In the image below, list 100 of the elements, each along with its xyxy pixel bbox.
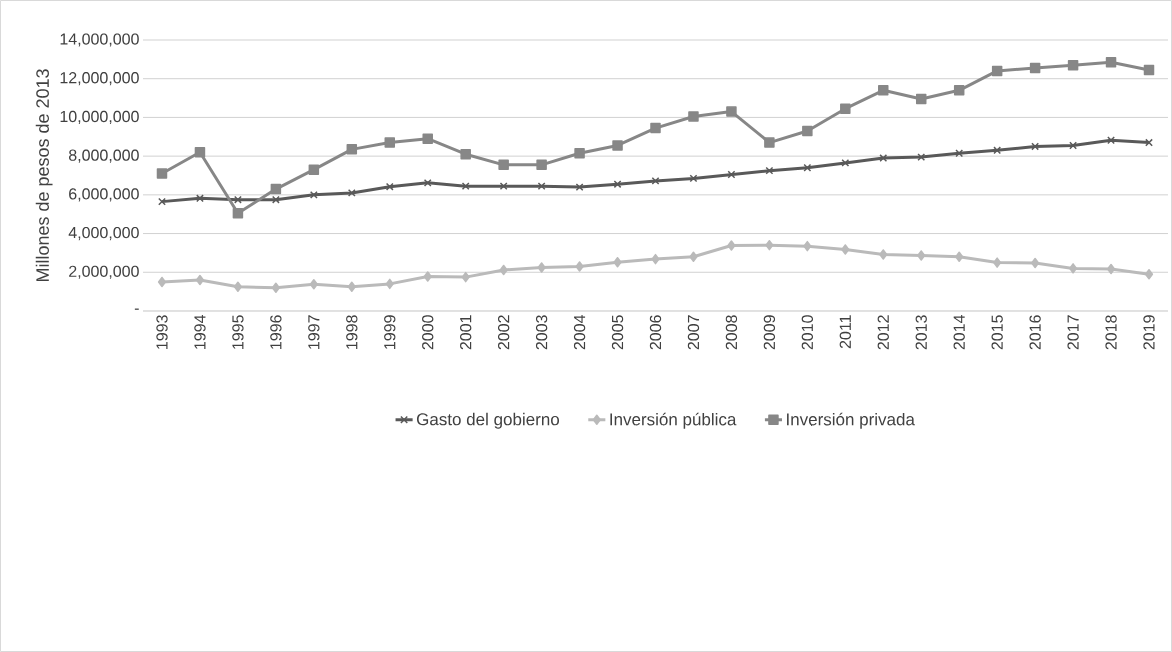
x-tick-label: 1999 <box>384 315 396 349</box>
y-tick-label: 12,000,000 <box>60 72 139 86</box>
point <box>1068 263 1078 274</box>
point <box>536 159 547 171</box>
x-tick-label: 1998 <box>346 315 358 349</box>
point <box>993 257 1002 268</box>
point <box>953 85 965 96</box>
legend-label: Gasto del gobierno <box>416 412 560 429</box>
point <box>1143 64 1155 76</box>
x-tick-label: 2002 <box>497 315 510 350</box>
point <box>574 147 585 159</box>
point <box>195 274 205 286</box>
y-tick-label: 4,000,000 <box>68 226 139 241</box>
point <box>803 240 812 252</box>
point <box>270 183 282 195</box>
point <box>233 281 243 293</box>
x-tick-label: 1993 <box>156 315 168 349</box>
point <box>422 133 433 144</box>
y-tick-label: 10,000,000 <box>60 110 139 125</box>
point <box>650 122 661 134</box>
x-tick-label: 2015 <box>991 315 1003 350</box>
point <box>765 166 774 175</box>
point <box>802 125 813 137</box>
point <box>689 251 698 263</box>
point <box>765 239 774 251</box>
point <box>232 207 244 219</box>
point <box>156 168 168 179</box>
x-tick-label: 2013 <box>915 315 927 350</box>
point <box>1145 138 1153 147</box>
point <box>764 137 775 148</box>
legend-label: Inversión pública <box>610 412 737 429</box>
x-tick-label: 1995 <box>232 315 244 349</box>
point <box>651 253 660 265</box>
point <box>460 148 471 160</box>
point <box>575 261 584 272</box>
x-tick-label: 1994 <box>194 315 206 349</box>
y-tick-label: 2,000,000 <box>69 265 139 279</box>
point <box>498 159 509 171</box>
x-tick-label: 2011 <box>839 315 851 349</box>
point <box>991 65 1003 77</box>
point <box>840 103 851 114</box>
y-tick-label: 6,000,000 <box>69 188 139 202</box>
point <box>1105 57 1117 68</box>
point <box>271 282 280 294</box>
legend-label: Inversión privada <box>787 412 915 429</box>
y-axis-title: Millones de pesos de 2013 <box>35 69 53 282</box>
point <box>955 149 964 158</box>
x-tick-label: 2004 <box>573 315 586 350</box>
point <box>915 93 927 105</box>
point <box>308 164 320 175</box>
point <box>461 271 470 283</box>
point <box>1106 263 1116 275</box>
point <box>727 240 736 251</box>
x-tick-label: 2014 <box>953 315 965 350</box>
x-tick-label: 2001 <box>460 315 472 350</box>
point <box>384 137 396 148</box>
point <box>347 281 356 293</box>
x-tick-label: 2009 <box>763 315 776 350</box>
x-tick-label: 2006 <box>649 315 662 350</box>
x-tick-label: 1996 <box>270 315 282 349</box>
y-tick-label: 14,000,000 <box>60 33 139 47</box>
point <box>1031 257 1040 269</box>
point <box>157 276 167 288</box>
x-tick-label: 2017 <box>1067 315 1079 350</box>
x-tick-label: 2012 <box>877 315 889 350</box>
point <box>841 244 850 255</box>
point <box>423 271 432 282</box>
point <box>499 264 508 276</box>
x-tick-label: 1997 <box>308 315 320 349</box>
point <box>688 111 699 122</box>
point <box>612 140 623 151</box>
point <box>613 256 622 268</box>
y-tick-label: - <box>134 308 139 310</box>
point <box>1029 62 1041 74</box>
x-tick-label: 2003 <box>535 315 548 350</box>
point <box>1067 59 1079 71</box>
point <box>194 147 206 158</box>
x-tick-label: 2000 <box>422 315 434 350</box>
point <box>346 144 358 155</box>
point <box>499 182 508 191</box>
x-tick-label: 2007 <box>687 315 700 350</box>
x-tick-label: 2005 <box>611 315 624 350</box>
x-tick-label: 2019 <box>1143 315 1155 350</box>
x-tick-label: 2008 <box>725 315 738 350</box>
point <box>385 182 394 191</box>
point <box>879 249 888 260</box>
y-tick-label: 8,000,000 <box>68 149 139 163</box>
point <box>1144 268 1154 280</box>
point <box>385 278 394 290</box>
point <box>537 262 546 273</box>
point <box>878 85 889 96</box>
point <box>727 170 736 179</box>
point <box>309 279 318 290</box>
point <box>726 106 737 117</box>
x-tick-label: 2016 <box>1029 315 1041 350</box>
x-tick-label: 2018 <box>1105 315 1117 350</box>
point <box>917 250 926 261</box>
x-tick-label: 2010 <box>801 315 814 350</box>
point <box>955 251 964 263</box>
point <box>309 190 318 199</box>
